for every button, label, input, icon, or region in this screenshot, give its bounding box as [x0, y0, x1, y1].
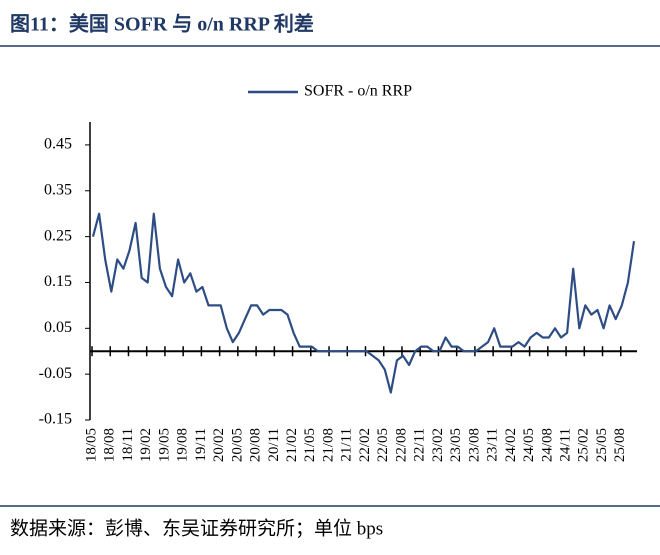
x-tick-label: 23/08 [466, 428, 482, 462]
x-tick-label: 22/11 [412, 428, 428, 462]
x-tick-label: 23/05 [448, 428, 464, 462]
data-line [91, 212, 636, 394]
x-tick-label: 22/02 [357, 428, 373, 462]
x-tick-label: 24/11 [558, 428, 574, 462]
x-tick-label: 20/05 [229, 428, 245, 462]
x-tick-label: 21/05 [302, 428, 318, 462]
chart-title: 图11：美国 SOFR 与 o/n RRP 利差 [10, 12, 314, 36]
x-tick-label: 21/08 [320, 428, 336, 462]
x-tick-label: 18/11 [120, 428, 136, 462]
x-tick-label: 21/02 [284, 428, 300, 462]
x-tick-label: 25/05 [594, 428, 610, 462]
x-tick-label: 22/05 [375, 428, 391, 462]
x-tick-label: 18/05 [83, 428, 99, 462]
x-tick-label: 23/11 [485, 428, 501, 462]
x-tick-label: 19/02 [138, 428, 154, 462]
y-tick-label: -0.05 [39, 365, 72, 382]
x-tick-label: 23/02 [430, 428, 446, 462]
x-tick-label: 18/08 [102, 428, 118, 462]
y-tick-label: 0.25 [44, 227, 72, 244]
x-tick-label: 24/02 [503, 428, 519, 462]
y-tick-label: 0.45 [44, 136, 72, 153]
x-tick-label: 19/05 [156, 428, 172, 462]
y-tick-label: 0.05 [44, 319, 72, 336]
x-tick-label: 24/08 [539, 428, 555, 462]
x-tick-label: 20/02 [211, 428, 227, 462]
x-tick-label: 22/08 [393, 428, 409, 462]
source-note: 数据来源：彭博、东吴证券研究所；单位 bps [10, 517, 383, 539]
x-tick-label: 20/11 [266, 428, 282, 462]
x-tick-label: 25/08 [612, 428, 628, 462]
x-tick-label: 24/05 [521, 428, 537, 462]
x-tick-label: 21/11 [339, 428, 355, 462]
legend-label: SOFR - o/n RRP [304, 83, 412, 100]
y-tick-label: -0.15 [39, 411, 72, 428]
x-tick-label: 20/08 [248, 428, 264, 462]
x-tick-label: 19/11 [193, 428, 209, 462]
y-tick-label: 0.35 [44, 181, 72, 198]
x-tick-label: 25/02 [576, 428, 592, 462]
y-tick-label: 0.15 [44, 273, 72, 290]
x-tick-label: 19/08 [175, 428, 191, 462]
